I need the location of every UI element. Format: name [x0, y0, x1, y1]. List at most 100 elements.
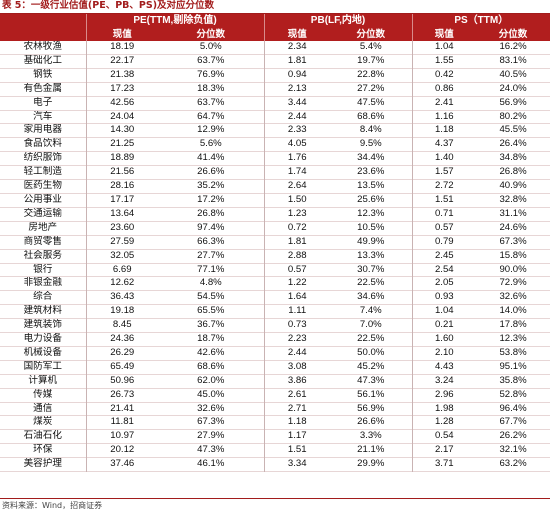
industry-cell: 有色金属	[23, 82, 62, 94]
pe-percentile-cell: 27.9%	[197, 430, 225, 442]
pb-current-cell: 0.94	[263, 68, 331, 83]
pe-percentile-cell: 66.3%	[197, 235, 225, 247]
table-row: 建筑材料 19.18 65.5% 1.11 7.4% 1.04 14.0%	[0, 304, 550, 319]
pe-current-cell: 10.97	[85, 429, 158, 444]
industry-cell: 医药生物	[23, 180, 62, 192]
table-row: 轻工制造 21.56 26.6% 1.74 23.6% 1.57 26.8%	[0, 165, 550, 180]
pb-percentile-cell: 21.1%	[357, 444, 385, 456]
pb-current-cell: 2.71	[263, 402, 331, 416]
pb-current-cell: 3.86	[263, 374, 331, 389]
pb-percentile-cell: 12.3%	[357, 207, 385, 219]
ps-percentile-cell: 83.1%	[499, 54, 527, 66]
pe-current-cell: 20.12	[85, 443, 158, 458]
pb-current-cell: 1.51	[263, 443, 331, 458]
ps-current-cell: 1.40	[411, 151, 477, 166]
ps-percentile-cell: 67.3%	[499, 235, 527, 247]
pe-percentile-cell: 4.8%	[199, 277, 222, 289]
ps-percentile-cell: 17.8%	[499, 319, 527, 331]
pb-current-cell: 0.72	[263, 221, 331, 236]
pe-percentile-cell: 63.7%	[197, 54, 225, 66]
ps-current-cell: 2.17	[411, 443, 477, 458]
table-row: 家用电器 14.30 12.9% 2.33 8.4% 1.18 45.5%	[0, 123, 550, 138]
source-note: 资料来源：Wind，招商证券	[2, 501, 103, 510]
ps-percentile-cell: 15.8%	[499, 249, 527, 261]
industry-cell: 综合	[33, 291, 53, 303]
industry-cell: 房地产	[28, 221, 58, 233]
pb-current-cell: 1.18	[263, 415, 331, 430]
table-row: 有色金属 17.23 18.3% 2.13 27.2% 0.86 24.0%	[0, 82, 550, 97]
pe-percentile-cell: 67.3%	[197, 416, 225, 428]
ps-current-cell: 2.10	[411, 346, 477, 361]
table-row: 农林牧渔 18.19 5.0% 2.34 5.4% 1.04 16.2%	[0, 41, 550, 55]
table-row: 计算机 50.96 62.0% 3.86 47.3% 3.24 35.8%	[0, 374, 550, 389]
pe-percentile-header: 分位数	[158, 28, 265, 41]
pe-percentile-cell: 12.9%	[197, 124, 225, 136]
table-row: 钢铁 21.38 76.9% 0.94 22.8% 0.42 40.5%	[0, 68, 550, 83]
ps-percentile-cell: 56.9%	[499, 96, 527, 108]
pe-current-cell: 8.45	[85, 318, 158, 333]
table-row: 食品饮料 21.25 5.6% 4.05 9.5% 4.37 26.4%	[0, 137, 550, 152]
ps-percentile-cell: 31.1%	[499, 207, 527, 219]
table-row: 电子 42.56 63.7% 3.44 47.5% 2.41 56.9%	[0, 96, 550, 111]
pb-percentile-cell: 47.5%	[357, 96, 385, 108]
pb-percentile-cell: 23.6%	[357, 166, 385, 178]
pe-percentile-cell: 47.3%	[197, 444, 225, 456]
pb-percentile-cell: 7.0%	[359, 319, 382, 331]
pb-current-cell: 1.11	[263, 304, 331, 319]
table-row: 房地产 23.60 97.4% 0.72 10.5% 0.57 24.6%	[0, 221, 550, 236]
pe-current-cell: 27.59	[85, 235, 158, 250]
ps-percentile-cell: 67.7%	[499, 416, 527, 428]
pe-percentile-cell: 65.5%	[197, 305, 225, 317]
industry-cell: 基础化工	[23, 54, 62, 66]
pb-current-cell: 1.76	[263, 151, 331, 166]
ps-percentile-cell: 90.0%	[499, 263, 527, 275]
pe-current-cell: 12.62	[85, 276, 158, 291]
pb-percentile-cell: 56.9%	[357, 402, 385, 414]
table-row: 纺织服饰 18.89 41.4% 1.76 34.4% 1.40 34.8%	[0, 151, 550, 166]
pb-percentile-cell: 3.3%	[359, 430, 382, 442]
ps-current-cell: 2.96	[411, 388, 477, 403]
table-body: 农林牧渔 18.19 5.0% 2.34 5.4% 1.04 16.2% 基础化工 22.17 6…	[0, 41, 550, 472]
pe-percentile-cell: 36.7%	[197, 319, 225, 331]
ps-percentile-header: 分位数	[476, 28, 550, 41]
table-row: 传媒 26.73 45.0% 2.61 56.1% 2.96 52.8%	[0, 388, 550, 403]
pe-percentile-cell: 35.2%	[197, 180, 225, 192]
ps-current-cell: 0.21	[411, 318, 477, 333]
industry-cell: 环保	[33, 444, 53, 456]
industry-cell: 食品饮料	[23, 138, 62, 150]
pe-percentile-cell: 76.9%	[197, 68, 225, 80]
ps-percentile-cell: 40.5%	[499, 68, 527, 80]
pe-current-cell: 42.56	[85, 96, 158, 111]
ps-current-cell: 1.51	[411, 193, 477, 208]
pe-current-cell: 24.04	[85, 110, 158, 124]
ps-percentile-cell: 52.8%	[499, 388, 527, 400]
pb-current-cell: 1.81	[263, 54, 331, 69]
pb-percentile-cell: 25.6%	[357, 193, 385, 205]
ps-percentile-cell: 16.2%	[499, 41, 527, 52]
ps-percentile-cell: 96.4%	[499, 402, 527, 414]
pb-percentile-cell: 22.5%	[357, 333, 385, 345]
industry-cell: 石油石化	[23, 430, 62, 442]
industry-cell: 计算机	[28, 374, 58, 386]
pb-current-cell: 1.23	[263, 207, 331, 222]
pb-current-cell: 2.61	[263, 388, 331, 403]
pb-current-cell: 3.44	[263, 96, 331, 111]
pe-percentile-cell: 27.7%	[197, 249, 225, 261]
pe-current-cell: 21.25	[85, 137, 158, 152]
pe-current-cell: 32.05	[85, 249, 158, 263]
table-row: 医药生物 28.16 35.2% 2.64 13.5% 2.72 40.9%	[0, 179, 550, 194]
pb-current-cell: 2.33	[263, 123, 331, 138]
ps-current-cell: 4.37	[411, 137, 477, 152]
table-row: 煤炭 11.81 67.3% 1.18 26.6% 1.28 67.7%	[0, 415, 550, 430]
ps-percentile-cell: 32.8%	[499, 193, 527, 205]
ps-current-cell: 3.24	[411, 374, 477, 389]
pe-current-cell: 37.46	[85, 457, 158, 472]
ps-current-cell: 0.57	[411, 221, 477, 236]
pe-percentile-cell: 5.6%	[199, 138, 222, 150]
ps-current-cell: 1.04	[411, 304, 477, 319]
ps-current-cell: 0.93	[411, 290, 477, 305]
pb-current-cell: 1.50	[263, 193, 331, 208]
industry-cell: 商贸零售	[23, 235, 62, 247]
industry-cell: 钢铁	[33, 68, 53, 80]
